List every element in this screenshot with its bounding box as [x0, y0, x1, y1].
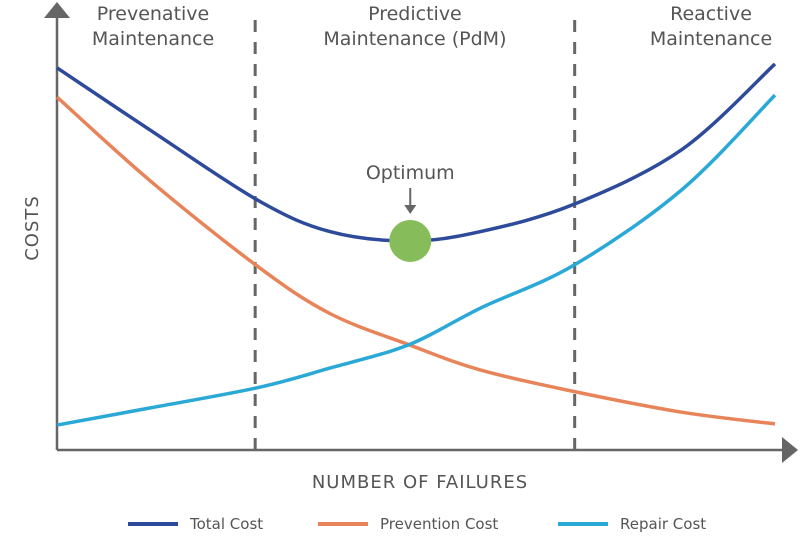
y-axis-arrow-icon — [44, 2, 70, 18]
series-line-total-cost — [56, 62, 777, 243]
region-label-line1: Reactive — [670, 3, 752, 25]
arrow-down-icon — [404, 205, 417, 214]
region-label-line2: Maintenance — [650, 28, 772, 50]
region-label-line2: Maintenance (PdM) — [323, 28, 506, 50]
optimum-point — [389, 219, 432, 262]
region-label-line1: Predictive — [368, 3, 462, 25]
x-axis-arrow-icon — [782, 437, 798, 463]
optimum-label: Optimum — [366, 162, 455, 184]
legend-label: Prevention Cost — [380, 515, 498, 533]
legend-label: Repair Cost — [620, 515, 706, 533]
region-label-line1: Prevenative — [97, 3, 210, 25]
series-line-repair-cost — [56, 93, 777, 427]
region-label-line2: Maintenance — [92, 28, 214, 50]
x-axis-label: NUMBER OF FAILURES — [312, 472, 528, 493]
legend-label: Total Cost — [189, 515, 263, 533]
series-line-prevention-cost — [55, 95, 776, 426]
y-axis-label: COSTS — [22, 195, 43, 261]
